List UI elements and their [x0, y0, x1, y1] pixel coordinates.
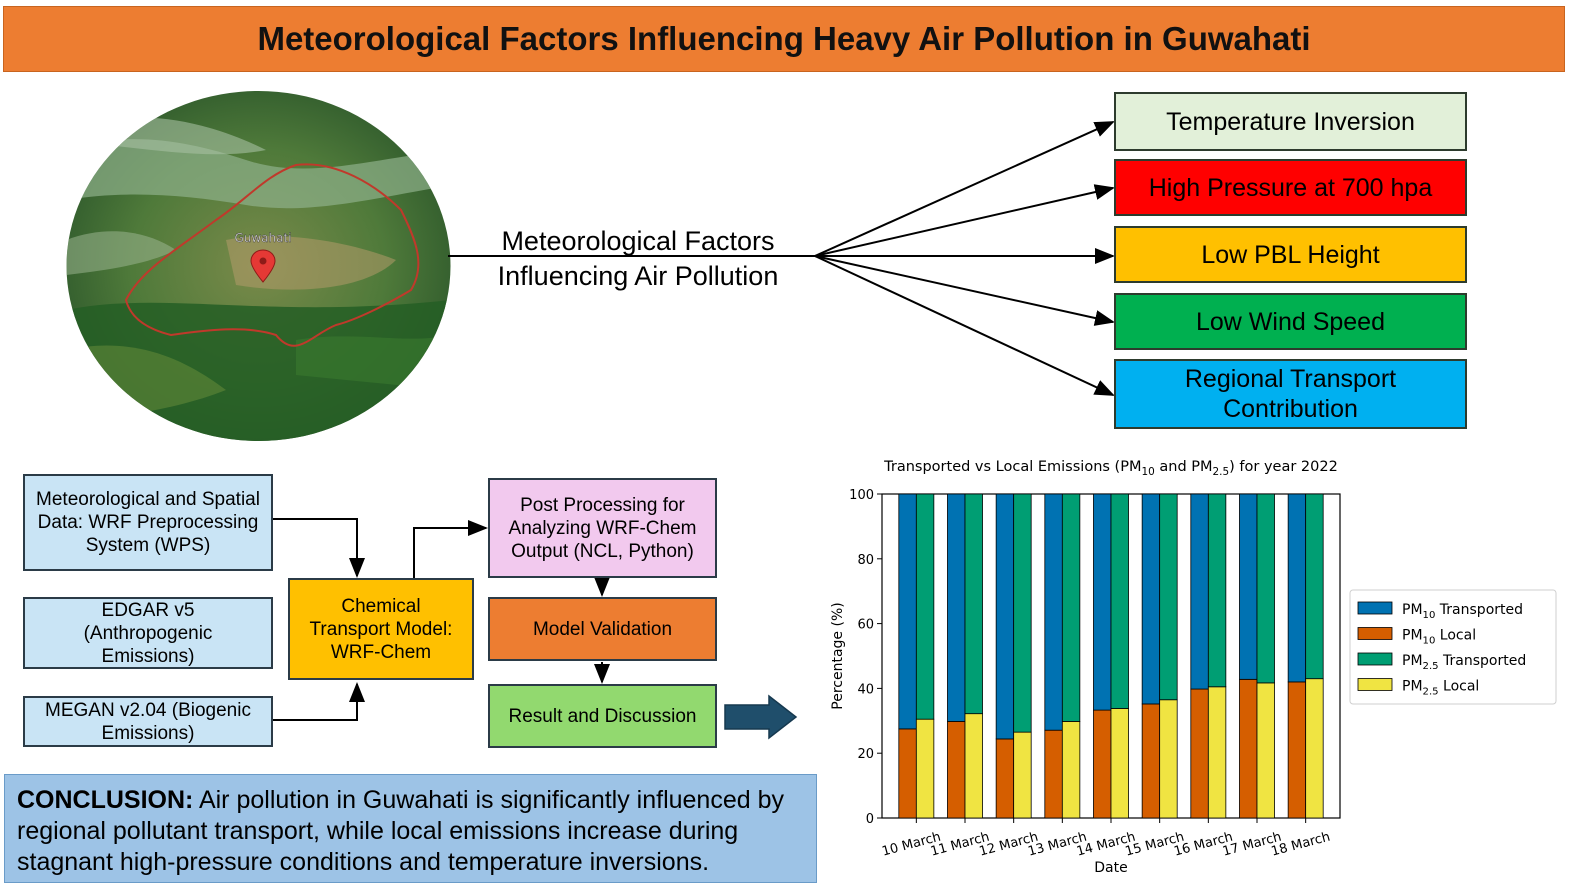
- factor-low-pbl-height: Low PBL Height: [1114, 226, 1467, 283]
- bar-PM25-transported: [1207, 493, 1227, 688]
- bar-PM10-local: [1093, 709, 1112, 819]
- y-tick-label: 60: [857, 618, 874, 633]
- factor-label: Regional Transport Contribution: [1184, 365, 1397, 423]
- legend-entry: PM2.5 Local: [1402, 679, 1479, 698]
- bar-PM25-local: [964, 713, 983, 819]
- bar-PM10-transported: [1141, 493, 1161, 705]
- legend-entry: PM10 Transported: [1402, 602, 1523, 621]
- chart-title: Transported vs Local Emissions (PM10 and…: [883, 459, 1338, 478]
- chemical-transport-model: Chemical Transport Model: WRF-Chem: [288, 578, 474, 680]
- factor-label: Low PBL Height: [1201, 240, 1380, 269]
- factor-high-pressure: High Pressure at 700 hpa: [1114, 159, 1467, 216]
- post-processing: Post Processing for Analyzing WRF-Chem O…: [488, 478, 717, 578]
- factor-label: Low Wind Speed: [1195, 307, 1385, 336]
- legend-swatch: [1357, 601, 1393, 615]
- conclusion-text: Air pollution in Guwahati is significant…: [17, 786, 784, 876]
- bar-PM10-local: [1044, 729, 1063, 819]
- bar-PM25-local: [1305, 678, 1324, 819]
- bar-PM25-transported: [1013, 493, 1032, 733]
- factor-temperature-inversion: Temperature Inversion: [1114, 92, 1467, 151]
- x-axis-label: Date: [1094, 860, 1127, 876]
- arrow-to-temperature-inversion: [814, 121, 1115, 257]
- connector-met-to-model: [273, 518, 365, 578]
- result-and-discussion: Result and Discussion: [488, 684, 717, 748]
- city-boundary-outline: [124, 163, 420, 347]
- legend-entry: PM10 Local: [1402, 628, 1476, 647]
- bar-PM10-transported: [1239, 493, 1258, 680]
- flow-box-label: EDGAR v5 (Anthropogenic Emissions): [83, 599, 213, 667]
- title-banner: Meteorological Factors Influencing Heavy…: [3, 6, 1565, 72]
- location-pin-icon: [250, 249, 276, 283]
- bar-PM10-local: [1239, 678, 1258, 819]
- bar-PM10-local: [1141, 703, 1161, 819]
- bar-PM10-local: [1287, 681, 1307, 819]
- flow-box-label: Chemical Transport Model: WRF-Chem: [309, 595, 453, 663]
- bar-PM10-local: [995, 738, 1015, 819]
- bar-PM25-transported: [1061, 493, 1081, 722]
- bar-PM25-local: [1159, 699, 1178, 819]
- bar-PM25-local: [1013, 731, 1032, 819]
- legend-box: [1349, 589, 1557, 705]
- bar-PM25-local: [1256, 682, 1275, 819]
- model-validation: Model Validation: [488, 597, 717, 661]
- page-title: Meteorological Factors Influencing Heavy…: [257, 20, 1311, 57]
- connector-megan-to-model: [273, 682, 365, 721]
- input-met-spatial-data: Meteorological and Spatial Data: WRF Pre…: [23, 474, 273, 571]
- y-tick-label: 0: [866, 812, 874, 827]
- arrow-right-icon: [724, 694, 798, 740]
- bar-PM25-transported: [1256, 493, 1275, 684]
- map-place-label: Guwahati: [234, 231, 291, 245]
- arrow-to-low-wind: [814, 255, 1115, 326]
- bar-PM25-transported: [1305, 493, 1324, 680]
- y-tick-label: 80: [857, 553, 874, 568]
- bar-PM25-transported: [964, 493, 983, 715]
- center-factors-label: Meteorological Factors Influencing Air P…: [470, 224, 806, 294]
- bar-PM10-transported: [898, 493, 917, 730]
- bar-PM10-transported: [1190, 493, 1209, 690]
- factor-low-wind-speed: Low Wind Speed: [1114, 293, 1467, 350]
- y-tick-label: 100: [849, 488, 874, 503]
- bar-PM10-transported: [1044, 493, 1063, 731]
- bar-PM25-local: [1207, 686, 1227, 819]
- bar-PM25-transported: [915, 493, 935, 720]
- bar-PM10-local: [947, 721, 966, 819]
- factor-regional-transport: Regional Transport Contribution: [1114, 359, 1467, 429]
- bar-PM10-transported: [1287, 493, 1307, 683]
- legend-swatch: [1357, 678, 1393, 691]
- bar-PM10-local: [1190, 688, 1209, 819]
- y-tick-label: 40: [857, 682, 874, 697]
- legend-swatch: [1357, 627, 1393, 640]
- factor-label: High Pressure at 700 hpa: [1148, 173, 1433, 202]
- bar-PM25-local: [1110, 708, 1129, 819]
- emissions-stacked-bar-chart: Transported vs Local Emissions (PM10 and…: [830, 459, 1557, 876]
- conclusion-label: CONCLUSION:: [17, 786, 194, 814]
- legend-entry: PM2.5 Transported: [1402, 653, 1526, 672]
- bar-PM10-local: [898, 728, 917, 819]
- conclusion-box: CONCLUSION: Air pollution in Guwahati is…: [4, 774, 817, 883]
- bar-PM25-transported: [1110, 493, 1129, 709]
- y-tick-label: 20: [857, 747, 874, 762]
- flow-box-label: MEGAN v2.04 (Biogenic Emissions): [45, 699, 251, 744]
- input-megan-emissions: MEGAN v2.04 (Biogenic Emissions): [23, 696, 273, 747]
- connector-model-to-post: [413, 520, 488, 578]
- flow-box-label: Meteorological and Spatial Data: WRF Pre…: [36, 489, 260, 556]
- bar-PM10-transported: [995, 493, 1015, 740]
- arrow-to-regional-transport: [814, 255, 1115, 396]
- center-label-line1: Meteorological Factors: [501, 226, 775, 256]
- guwahati-satellite-map: Guwahati: [66, 91, 451, 441]
- bar-PM10-transported: [947, 493, 966, 722]
- bar-PM25-local: [1061, 721, 1081, 819]
- bar-PM25-local: [915, 718, 935, 819]
- factor-label: Temperature Inversion: [1166, 107, 1415, 136]
- flow-box-label: Result and Discussion: [508, 705, 697, 727]
- flow-box-label: Model Validation: [532, 618, 673, 640]
- y-axis-label: Percentage (%): [830, 602, 846, 709]
- input-edgar-emissions: EDGAR v5 (Anthropogenic Emissions): [23, 597, 273, 669]
- flow-box-label: Post Processing for Analyzing WRF-Chem O…: [508, 494, 697, 562]
- bar-PM10-transported: [1093, 493, 1112, 711]
- legend-swatch: [1357, 652, 1393, 666]
- center-label-line2: Influencing Air Pollution: [497, 261, 779, 291]
- bar-PM25-transported: [1159, 493, 1178, 701]
- arrow-to-high-pressure: [814, 184, 1115, 257]
